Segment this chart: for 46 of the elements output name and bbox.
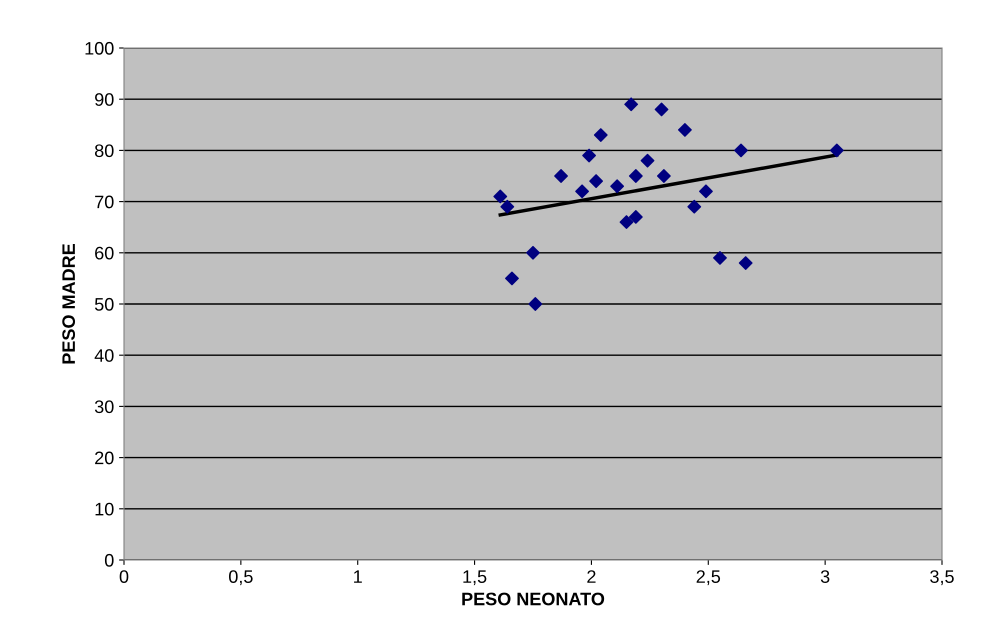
point	[582, 148, 596, 162]
x-axis-title: PESO NEONATO	[462, 592, 604, 606]
y-tick-label: 100	[86, 42, 114, 55]
point	[713, 251, 727, 265]
point	[624, 97, 638, 112]
x-tick-label: 2	[587, 570, 596, 583]
point	[528, 297, 542, 311]
y-tick-label: 10	[96, 502, 114, 516]
point	[526, 246, 540, 260]
point	[575, 184, 589, 198]
point	[628, 210, 643, 224]
y-tick-label: 90	[95, 93, 114, 106]
point	[628, 169, 643, 183]
point	[654, 102, 668, 116]
y-tick-label: 30	[94, 400, 114, 414]
y-tick-label: 40	[94, 349, 114, 362]
point	[500, 200, 514, 214]
y-tick-label: 50	[94, 298, 114, 311]
point	[687, 200, 702, 214]
y-axis-title: PESO MADRE	[62, 244, 76, 364]
y-tick-label: 20	[95, 452, 114, 464]
point	[699, 184, 713, 198]
point	[734, 143, 748, 158]
point	[554, 169, 568, 183]
x-tick-label: 0	[120, 570, 128, 583]
point	[594, 128, 608, 142]
x-tick-label: 3,5	[930, 570, 954, 586]
x-tick-label: 3	[820, 570, 830, 583]
y-tick-label: 60	[95, 246, 114, 260]
point	[589, 174, 604, 188]
point	[505, 271, 519, 286]
x-tick-label: 1,5	[463, 570, 486, 586]
x-tick-label: 1	[354, 570, 362, 583]
point	[620, 215, 634, 229]
point	[738, 256, 753, 270]
x-tick-label: 0,5	[229, 570, 253, 586]
y-tick-label: 80	[94, 144, 114, 158]
x-tick-label: 2,5	[696, 570, 720, 586]
point	[830, 143, 844, 158]
point	[493, 190, 508, 204]
point	[678, 123, 692, 137]
point	[656, 169, 671, 183]
y-tick-label: 0	[104, 554, 114, 567]
point	[610, 179, 624, 194]
point	[640, 154, 654, 168]
y-tick-label: 70	[95, 196, 114, 208]
